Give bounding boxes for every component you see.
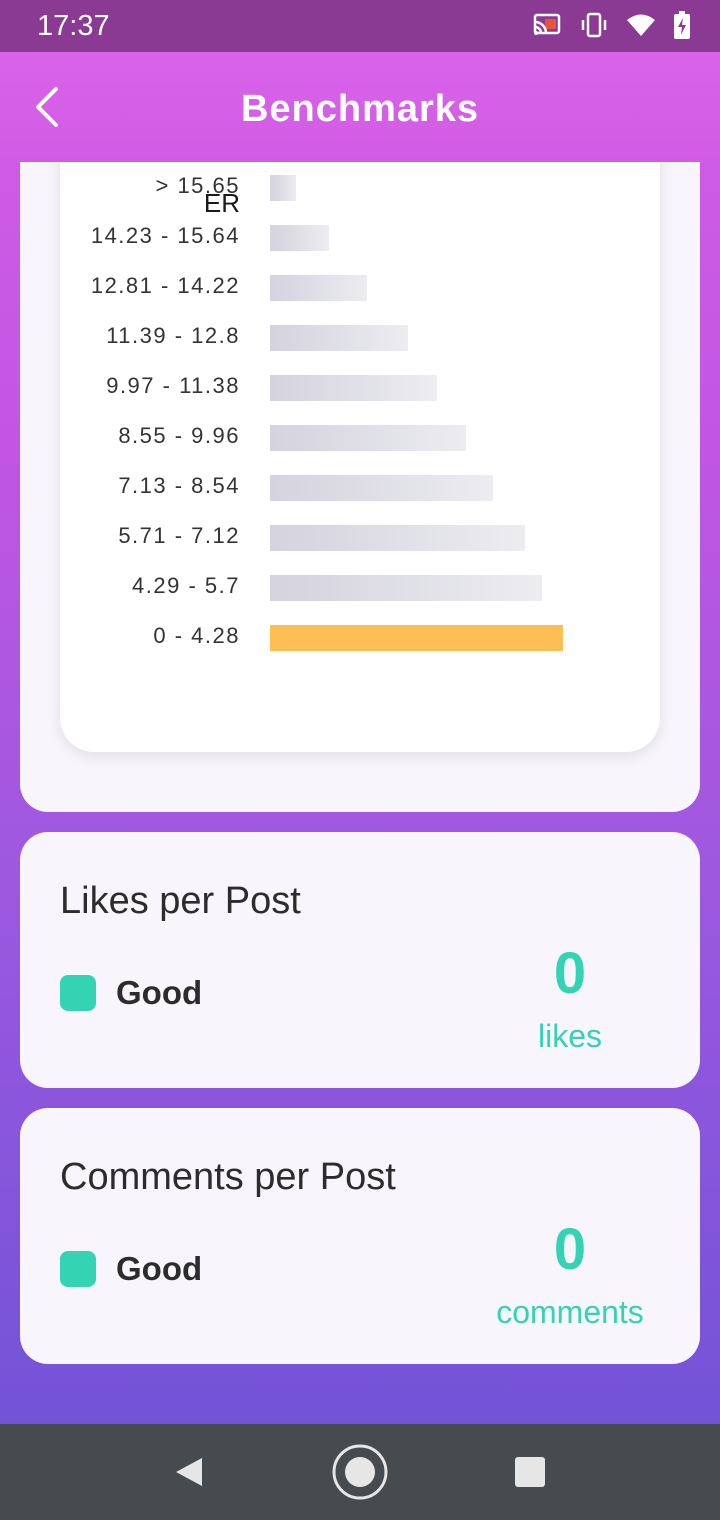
likes-unit: likes [537,1018,602,1054]
er-range-label: 11.39 - 12.8 [106,323,240,348]
status-time: 17:37 [37,10,110,42]
nav-bar [0,1424,720,1520]
page-title: Benchmarks [240,88,480,130]
er-row: 7.13 - 8.54 [60,463,660,513]
likes-status-swatch [60,975,96,1011]
er-range-label: 9.97 - 11.38 [106,373,240,398]
er-range-label: > 15.65 [155,173,240,198]
er-bar [270,225,329,251]
comments-card-title: Comments per Post [60,1156,396,1198]
comments-card: Comments per Post Good 0 comments [20,1108,700,1364]
comments-unit: comments [496,1294,644,1330]
cast-icon [532,13,562,42]
nav-back-icon [176,1458,202,1486]
vibrate-icon [580,12,608,43]
er-bar [270,175,296,201]
er-bar [270,575,542,601]
er-range-label: 8.55 - 9.96 [118,423,240,448]
er-row: 0 - 4.28 [60,613,660,663]
nav-recents-icon [515,1457,545,1487]
er-range-label: 5.71 - 7.12 [118,523,240,548]
er-range-label: 0 - 4.28 [153,623,240,648]
er-bar [270,325,408,351]
er-row: 14.23 - 15.64 [60,213,660,263]
er-row: 4.29 - 5.7 [60,563,660,613]
likes-status-text: Good [116,974,203,1011]
er-bar [270,475,493,501]
er-row: > 15.65 [60,163,660,213]
nav-back-button[interactable] [160,1442,220,1502]
back-button[interactable] [28,85,72,129]
er-card: ER > 15.65 14.23 - 15.64 12.81 - 14.22 11.3… [20,162,700,812]
chevron-left-icon [36,87,58,127]
nav-recents-button[interactable] [500,1442,560,1502]
er-range-label: 4.29 - 5.7 [132,573,240,598]
status-bar: 17:37 [0,0,720,52]
er-row: 11.39 - 12.8 [60,313,660,363]
er-range-label: 12.81 - 14.22 [90,273,240,298]
battery-charging-icon [674,10,690,44]
comments-status-swatch [60,1251,96,1287]
nav-home-button[interactable] [330,1442,390,1502]
er-chart: ER > 15.65 14.23 - 15.64 12.81 - 14.22 11.3… [60,162,660,752]
nav-home-icon [332,1444,388,1500]
wifi-icon [626,13,656,42]
app-header: Benchmarks [0,52,720,162]
comments-status-text: Good [116,1250,203,1287]
likes-card: Likes per Post Good 0 likes [20,832,700,1088]
status-icons [532,10,690,44]
likes-card-title: Likes per Post [60,880,301,922]
er-bar [270,525,525,551]
er-row: 9.97 - 11.38 [60,363,660,413]
likes-value: 0 [553,941,587,1006]
er-bar [270,425,466,451]
er-range-label: 14.23 - 15.64 [90,223,240,248]
main-content[interactable]: ER > 15.65 14.23 - 15.64 12.81 - 14.22 11.3… [0,162,720,1424]
er-row: 8.55 - 9.96 [60,413,660,463]
er-axis-title: ER [203,188,240,218]
comments-value: 0 [553,1217,587,1282]
er-bar [270,375,437,401]
er-range-label: 7.13 - 8.54 [118,473,240,498]
er-bar [270,275,367,301]
er-bar-current [270,625,563,651]
er-row: 5.71 - 7.12 [60,513,660,563]
er-row: 12.81 - 14.22 [60,263,660,313]
